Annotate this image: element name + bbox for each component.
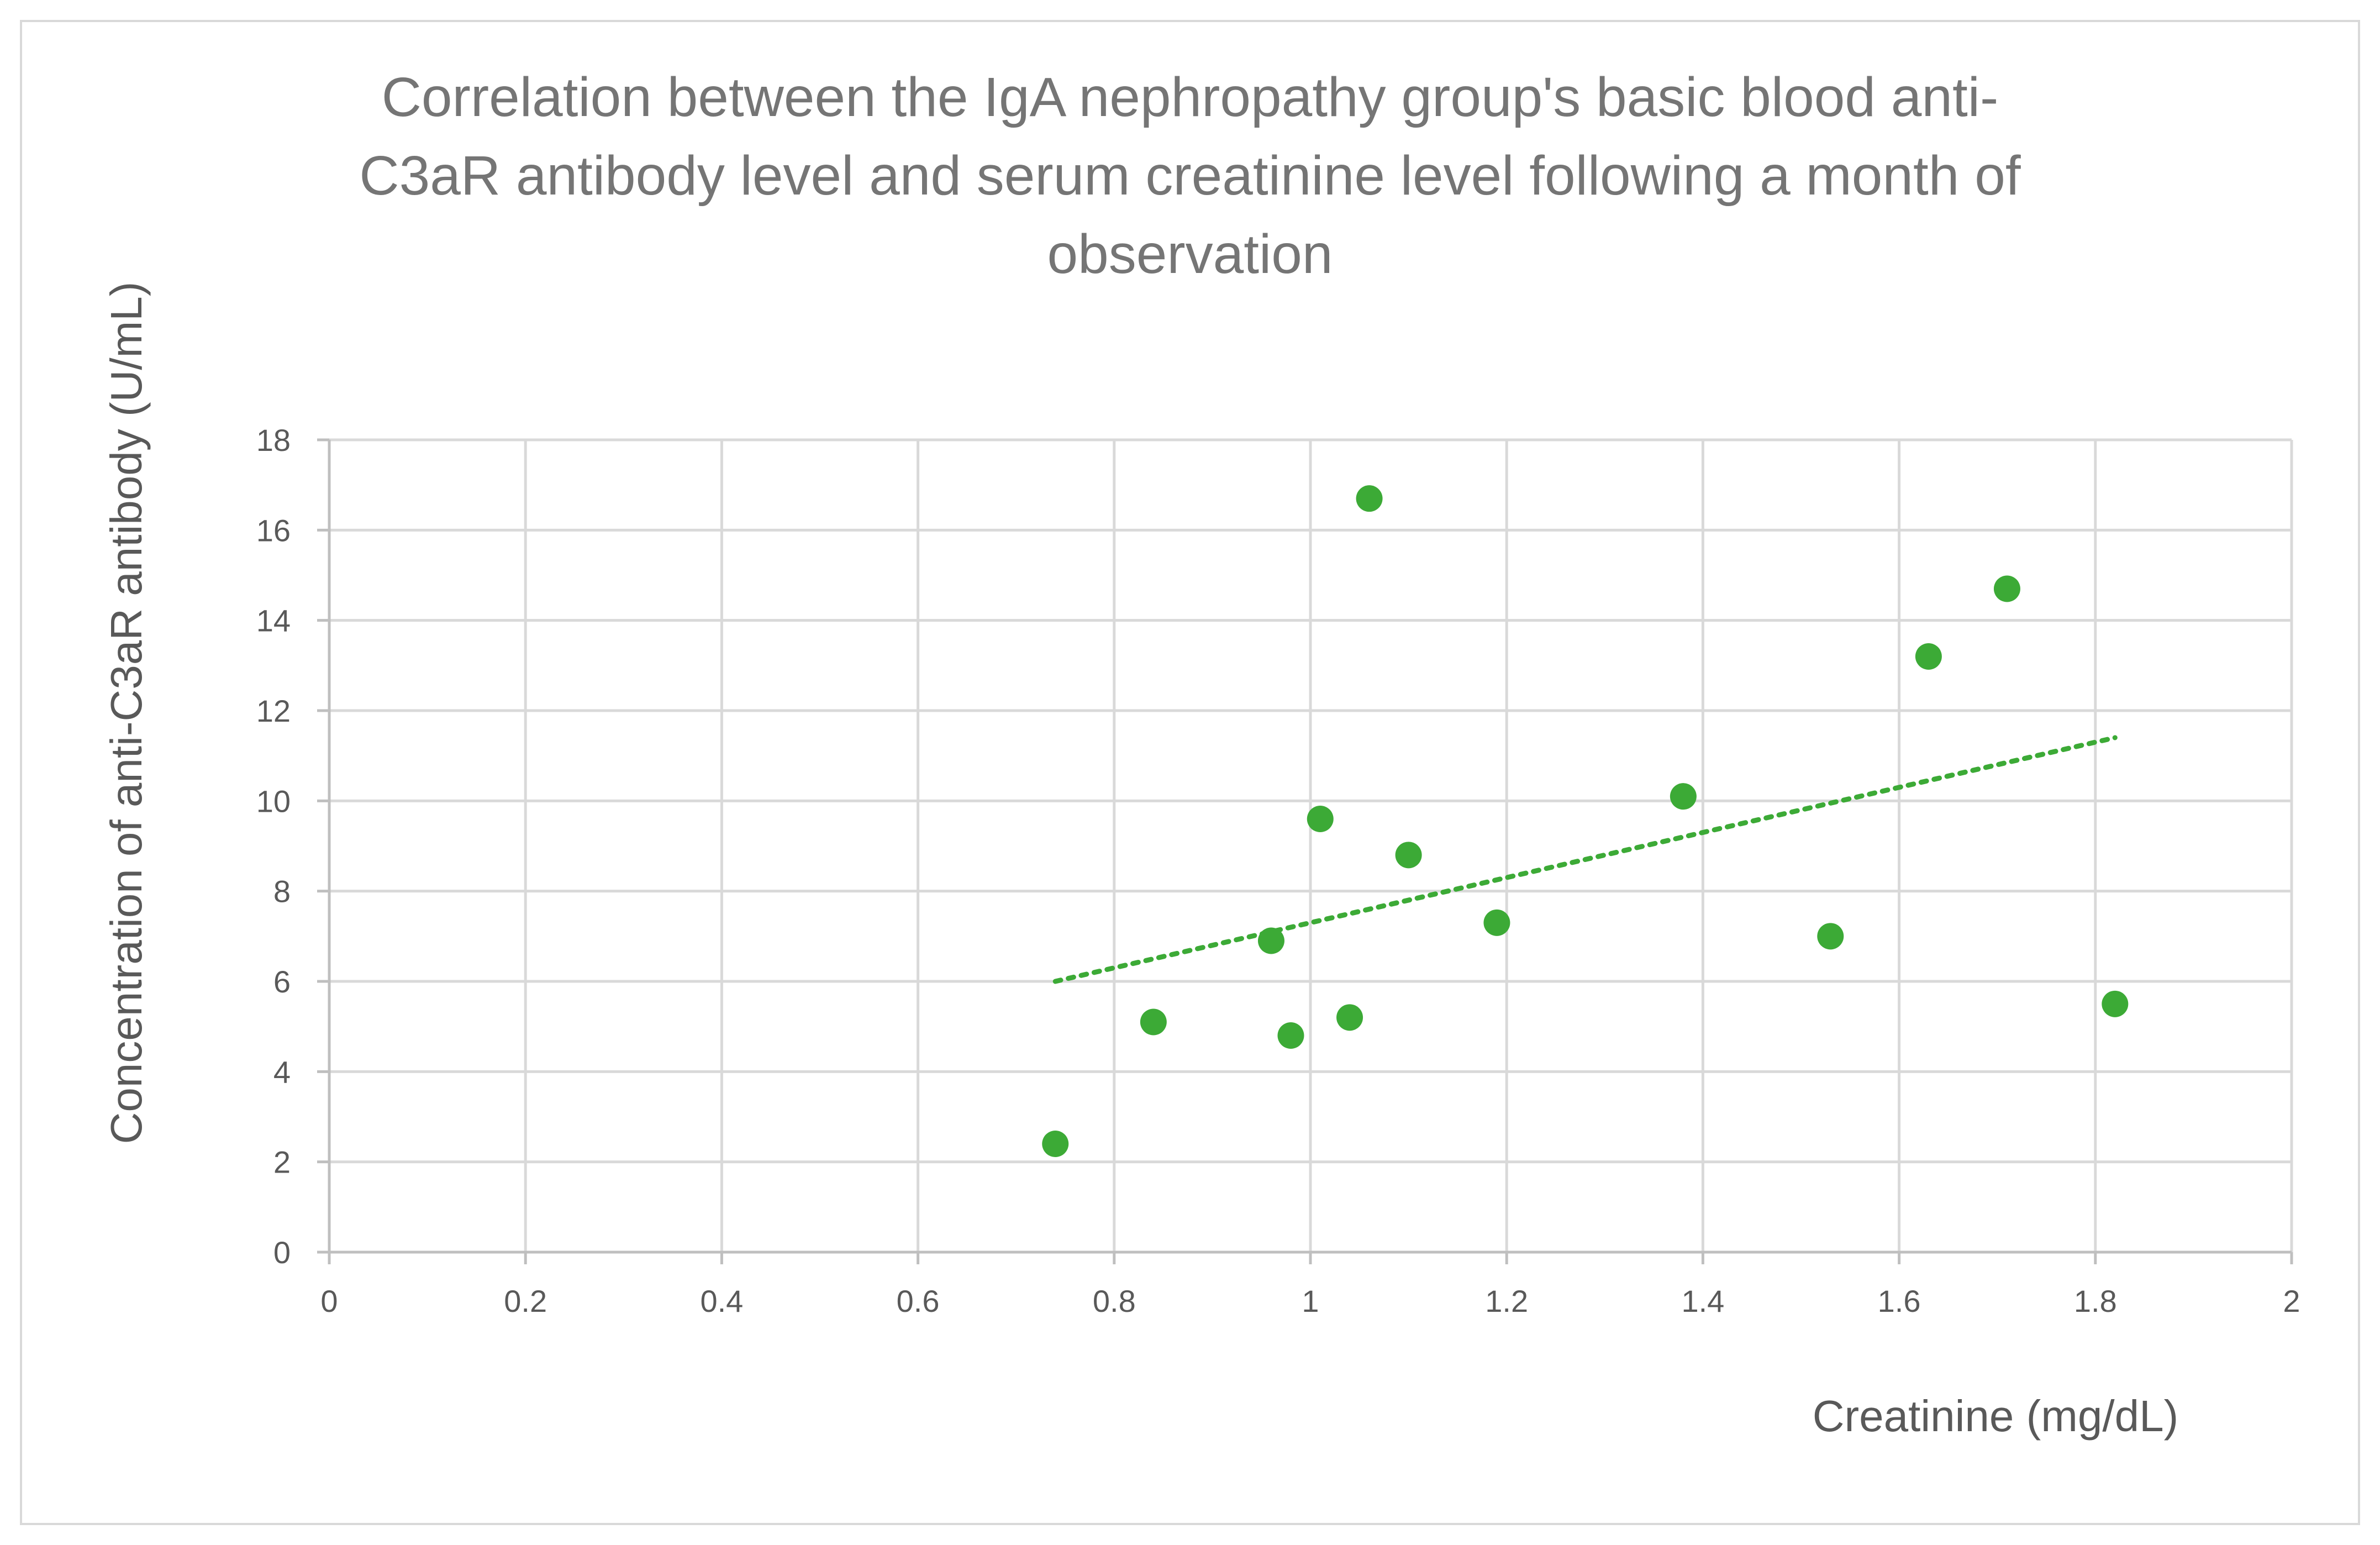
chart-title-line-2: C3aR antibody level and serum creatinine… xyxy=(359,145,2020,207)
chart-title: Correlation between the IgA nephropathy … xyxy=(359,66,2020,285)
y-tick-label: 18 xyxy=(256,423,291,458)
y-tick-label: 2 xyxy=(273,1145,291,1180)
y-tick-label: 4 xyxy=(273,1054,291,1089)
x-axis-tick-labels: 0 0.2 0.4 0.6 0.8 1 1.2 1.4 1.6 1.8 2 xyxy=(320,1284,2300,1318)
data-point xyxy=(1336,1004,1363,1031)
x-tick-label: 0 xyxy=(320,1284,338,1318)
data-point xyxy=(1817,923,1844,950)
x-tick-label: 1.4 xyxy=(1681,1284,1724,1318)
y-tick-label: 14 xyxy=(256,603,291,638)
data-point xyxy=(1277,1022,1304,1049)
x-tick-label: 0.2 xyxy=(504,1284,547,1318)
x-tick-label: 1.8 xyxy=(2074,1284,2117,1318)
x-tick-label: 0.4 xyxy=(700,1284,743,1318)
data-point xyxy=(1395,842,1422,869)
x-tick-label: 1.6 xyxy=(1878,1284,1921,1318)
y-tick-label: 6 xyxy=(273,964,291,999)
y-tick-label: 16 xyxy=(256,513,291,548)
y-tick-label: 0 xyxy=(273,1235,291,1270)
y-tick-label: 12 xyxy=(256,693,291,728)
y-axis-title: Concentration of anti-C3aR antibody (U/m… xyxy=(102,282,151,1144)
data-point xyxy=(1993,575,2020,602)
data-point xyxy=(1915,643,1942,670)
data-point xyxy=(1257,927,1284,954)
data-point xyxy=(1042,1131,1069,1157)
data-point xyxy=(1140,1008,1167,1036)
y-tick-label: 10 xyxy=(256,784,291,818)
gridlines xyxy=(329,438,2293,1252)
y-axis-tick-labels: 0 2 4 6 8 10 12 14 16 18 xyxy=(256,423,291,1270)
chart-frame xyxy=(20,20,2360,1525)
data-point xyxy=(1356,485,1383,512)
x-tick-label: 0.6 xyxy=(897,1284,940,1318)
data-point xyxy=(1670,783,1697,810)
chart-title-line-1: Correlation between the IgA nephropathy … xyxy=(382,66,1999,128)
x-tick-label: 2 xyxy=(2283,1284,2300,1318)
chart-title-line-3: observation xyxy=(1047,223,1333,285)
x-tick-label: 1 xyxy=(1302,1284,1319,1318)
data-points xyxy=(1042,485,2129,1157)
trendline-group xyxy=(1052,735,2118,984)
x-tick-label: 0.8 xyxy=(1093,1284,1136,1318)
data-point xyxy=(1483,909,1510,936)
y-tick-label: 8 xyxy=(273,874,291,909)
data-point xyxy=(2102,990,2129,1017)
x-tick-label: 1.2 xyxy=(1485,1284,1528,1318)
data-point xyxy=(1307,806,1334,832)
axes xyxy=(317,438,2293,1264)
x-axis-title: Creatinine (mg/dL) xyxy=(1813,1391,2179,1441)
linear-trendline xyxy=(1052,735,2118,984)
